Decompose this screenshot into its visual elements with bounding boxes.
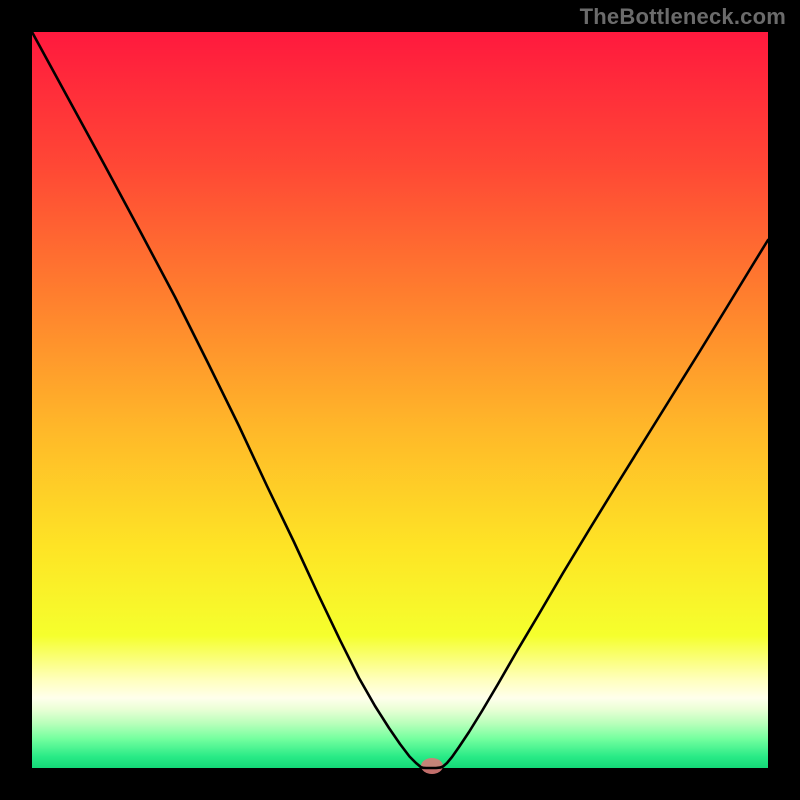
watermark-text: TheBottleneck.com <box>580 4 786 30</box>
chart-frame: { "watermark": { "text": "TheBottleneck.… <box>0 0 800 800</box>
bottleneck-chart <box>0 0 800 800</box>
plot-background <box>32 32 768 768</box>
valley-marker <box>421 758 443 774</box>
